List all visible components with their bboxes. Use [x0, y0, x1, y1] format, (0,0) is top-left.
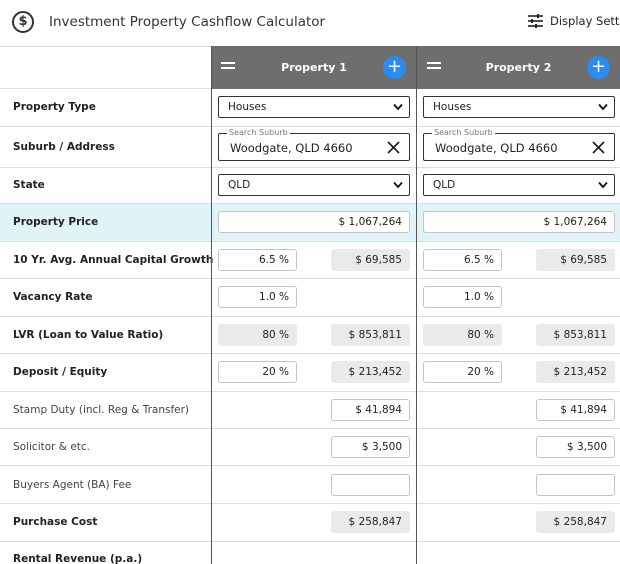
growth-amount-value: $ 69,585	[331, 249, 410, 271]
row-growth: 10 Yr. Avg. Annual Capital Growth	[0, 242, 620, 279]
row-label: Purchase Cost	[13, 516, 98, 528]
sliders-icon	[528, 14, 543, 28]
row-vacancy: Vacancy Rate	[0, 279, 620, 317]
row-label: Vacancy Rate	[13, 291, 93, 303]
state-select[interactable]: QLD	[218, 174, 410, 196]
row-label: Rental Revenue (p.a.)	[13, 553, 143, 564]
row-property-type: Property Type	[0, 89, 620, 127]
chevron-down-icon	[393, 181, 403, 189]
display-settings-button[interactable]: Display Settings	[528, 14, 620, 28]
dollar-circle-icon: $	[12, 11, 34, 33]
property-1-header: Property 1 +	[211, 46, 417, 89]
display-settings-label: Display Settings	[550, 14, 620, 28]
lvr-percent-value: 80 %	[218, 324, 297, 346]
row-purchase-cost: Purchase Cost	[0, 504, 620, 542]
deposit-amount-value: $ 213,452	[536, 361, 615, 383]
column-divider	[416, 46, 417, 564]
row-label: Stamp Duty (incl. Reg & Transfer)	[13, 404, 190, 416]
app-title: Investment Property Cashflow Calculator	[49, 14, 326, 30]
add-property-button[interactable]: +	[383, 56, 406, 79]
suburb-search-legend: Search Suburb	[432, 128, 495, 137]
lvr-amount-value: $ 853,811	[536, 324, 615, 346]
row-label: Deposit / Equity	[13, 366, 108, 378]
row-buyers-agent: Buyers Agent (BA) Fee	[0, 466, 620, 504]
property-type-value: Houses	[433, 101, 472, 113]
solicitor-input[interactable]: $ 3,500	[536, 436, 615, 458]
row-rental-revenue: Rental Revenue (p.a.)	[0, 542, 620, 564]
suburb-search-legend: Search Suburb	[227, 128, 290, 137]
property-type-select[interactable]: Houses	[218, 96, 410, 118]
chevron-down-icon	[393, 103, 403, 111]
property-price-input[interactable]: $ 1,067,264	[218, 211, 410, 233]
state-value: QLD	[433, 179, 456, 191]
suburb-search-field[interactable]: Search Suburb Woodgate, QLD 4660	[218, 128, 410, 161]
row-label: Buyers Agent (BA) Fee	[13, 479, 132, 491]
row-label: Solicitor & etc.	[13, 441, 91, 453]
lvr-amount-value: $ 853,811	[331, 324, 410, 346]
growth-rate-input[interactable]: 6.5 %	[423, 249, 502, 271]
suburb-value: Woodgate, QLD 4660	[435, 141, 558, 155]
vacancy-rate-input[interactable]: 1.0 %	[218, 286, 297, 308]
state-value: QLD	[228, 179, 251, 191]
property-name: Property 1	[281, 61, 347, 74]
drag-handle-icon[interactable]	[427, 62, 441, 72]
buyers-agent-fee-input[interactable]	[331, 474, 410, 496]
property-type-value: Houses	[228, 101, 267, 113]
column-divider	[211, 46, 212, 564]
growth-amount-value: $ 69,585	[536, 249, 615, 271]
property-2-header: Property 2 +	[417, 46, 620, 89]
property-type-select[interactable]: Houses	[423, 96, 615, 118]
chevron-down-icon	[598, 181, 608, 189]
vacancy-rate-input[interactable]: 1.0 %	[423, 286, 502, 308]
top-bar: $ Investment Property Cashflow Calculato…	[0, 0, 620, 46]
close-icon[interactable]	[387, 141, 400, 154]
row-label: State	[13, 179, 45, 191]
drag-handle-icon[interactable]	[221, 62, 235, 72]
deposit-percent-input[interactable]: 20 %	[218, 361, 297, 383]
suburb-value: Woodgate, QLD 4660	[230, 141, 353, 155]
purchase-cost-value: $ 258,847	[536, 511, 615, 533]
close-icon[interactable]	[592, 141, 605, 154]
row-lvr: LVR (Loan to Value Ratio)	[0, 317, 620, 354]
add-property-button[interactable]: +	[587, 56, 610, 79]
stamp-duty-input[interactable]: $ 41,894	[536, 399, 615, 421]
growth-rate-input[interactable]: 6.5 %	[218, 249, 297, 271]
buyers-agent-fee-input[interactable]	[536, 474, 615, 496]
row-deposit: Deposit / Equity	[0, 354, 620, 392]
lvr-percent-value: 80 %	[423, 324, 502, 346]
state-select[interactable]: QLD	[423, 174, 615, 196]
property-price-input[interactable]: $ 1,067,264	[423, 211, 615, 233]
row-state: State	[0, 168, 620, 204]
chevron-down-icon	[598, 103, 608, 111]
deposit-percent-input[interactable]: 20 %	[423, 361, 502, 383]
property-name: Property 2	[485, 61, 552, 74]
deposit-amount-value: $ 213,452	[331, 361, 410, 383]
stamp-duty-input[interactable]: $ 41,894	[331, 399, 410, 421]
row-solicitor: Solicitor & etc.	[0, 429, 620, 466]
row-stamp-duty: Stamp Duty (incl. Reg & Transfer)	[0, 392, 620, 429]
suburb-search-field[interactable]: Search Suburb Woodgate, QLD 4660	[423, 128, 615, 161]
row-label: LVR (Loan to Value Ratio)	[13, 329, 164, 341]
row-label: Property Price	[13, 216, 99, 228]
row-label: 10 Yr. Avg. Annual Capital Growth	[13, 254, 214, 266]
purchase-cost-value: $ 258,847	[331, 511, 410, 533]
row-label: Suburb / Address	[13, 141, 115, 153]
solicitor-input[interactable]: $ 3,500	[331, 436, 410, 458]
row-suburb: Suburb / Address	[0, 127, 620, 168]
row-label: Property Type	[13, 101, 96, 113]
